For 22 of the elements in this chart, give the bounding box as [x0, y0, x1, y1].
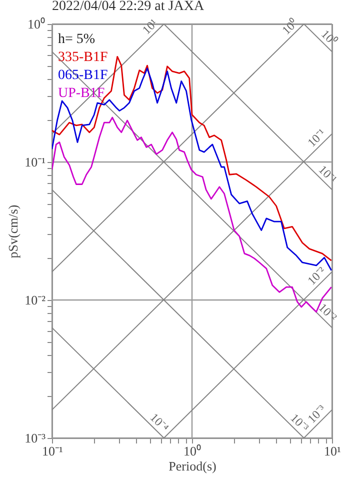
- legend-title: h= 5%: [58, 32, 96, 47]
- chart-title: 2022/04/04 22:29 at JAXA: [52, 0, 205, 14]
- text: 10⁻²: [316, 300, 340, 324]
- text: 10⁻⁴: [147, 410, 172, 434]
- y-tick-label: 10⁻³: [24, 430, 46, 446]
- series-label: 065-B1F: [58, 68, 108, 83]
- text: 10⁰: [318, 26, 340, 48]
- text: 10⁻¹: [316, 162, 340, 186]
- text: 10¹: [139, 16, 161, 38]
- series-label: 335-B1F: [58, 50, 108, 65]
- y-tick-label: 10⁻²: [24, 292, 46, 308]
- y-axis-title: pSv(cm/s): [6, 204, 21, 258]
- text: 10⁻²: [304, 264, 329, 288]
- x-tick-label: 10⁰: [184, 444, 202, 458]
- y-tick-label: 10⁰: [28, 16, 46, 32]
- x-axis-title: Period(s): [168, 458, 216, 474]
- x-tick-label: 10⁻¹: [42, 444, 64, 458]
- y-tick-label: 10⁻¹: [24, 154, 46, 170]
- x-tick-label: 10¹: [324, 444, 342, 458]
- text: 10⁻¹: [304, 126, 329, 150]
- text: 10⁰: [279, 16, 300, 38]
- series-label: UP-B1F: [58, 86, 105, 101]
